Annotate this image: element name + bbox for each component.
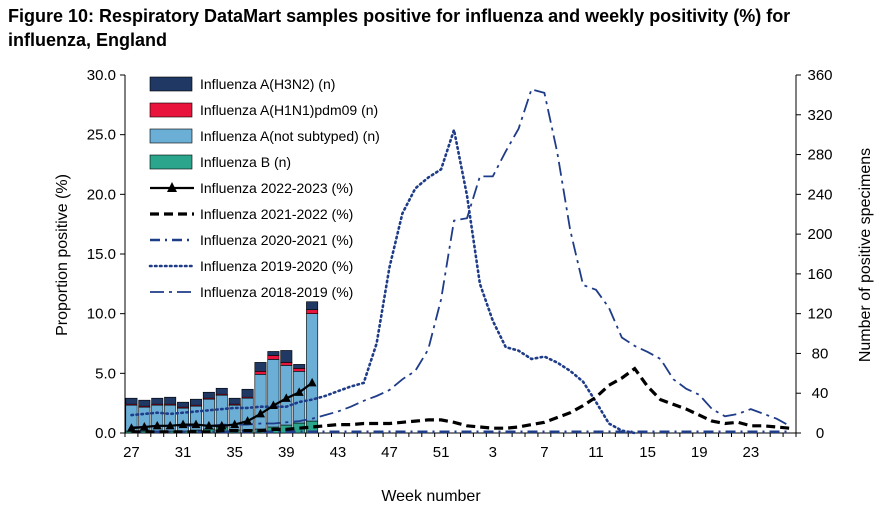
bar-segment [280, 362, 293, 366]
bar-segment [228, 397, 241, 405]
y-right-tick-label: 160 [807, 266, 832, 283]
series-marker [217, 420, 227, 430]
y-right-tick-label: 360 [807, 67, 832, 84]
legend-label: Influenza 2022-2023 (%) [200, 180, 353, 196]
bar-segment [306, 309, 319, 314]
y-right-tick-label: 40 [812, 385, 829, 402]
axes: 0.0 5.0 10.0 15.0 20.0 25.0 30.0 0 40 80 120 160 200… [87, 67, 833, 461]
bar-segment [267, 355, 280, 360]
legend-swatch [149, 76, 193, 92]
legend-swatch [149, 154, 193, 170]
legend-marker [167, 182, 177, 192]
y-left-tick-label: 30.0 [87, 67, 116, 84]
series-marker [255, 408, 265, 418]
series-line [131, 88, 790, 428]
bar-segment [189, 398, 202, 406]
series-marker [152, 420, 162, 430]
x-axis-label: Week number [381, 488, 481, 505]
bar-segment [254, 371, 267, 375]
bar-segment [151, 397, 164, 405]
y-left-tick-label: 25.0 [87, 127, 116, 144]
y-right-tick-label: 240 [807, 186, 832, 203]
legend-swatch [149, 102, 193, 118]
chart-title: Figure 10: Respiratory DataMart samples … [8, 6, 791, 50]
bar-segment [293, 368, 306, 372]
x-tick-label: 47 [381, 444, 398, 461]
y-axis-left-label: Proportion positive (%) [54, 174, 71, 336]
x-tick-label: 51 [433, 444, 450, 461]
y-left-tick-label: 15.0 [87, 246, 116, 263]
legend-label: Influenza A(H1N1)pdm09 (n) [200, 102, 378, 118]
legend-label: Influenza 2020-2021 (%) [200, 232, 353, 248]
x-tick-label: 11 [588, 444, 604, 461]
x-tick-label: 35 [226, 444, 243, 461]
bar-segment [293, 371, 306, 424]
x-tick-label: 15 [639, 444, 656, 461]
bar-segment [202, 391, 215, 399]
y-right-tick-label: 120 [807, 306, 832, 323]
series-marker [126, 423, 136, 432]
series-marker [230, 419, 240, 429]
x-tick-label: 23 [742, 444, 759, 461]
x-tick-label: 7 [540, 444, 548, 461]
y-right-tick-label: 0 [816, 425, 824, 442]
legend-label: Influenza A(H3N2) (n) [200, 76, 335, 92]
bar-segment [241, 388, 254, 398]
bar-segment [306, 301, 319, 310]
x-tick-label: 19 [691, 444, 708, 461]
bar-segment [215, 387, 228, 395]
x-tick-label: 27 [123, 444, 140, 461]
series-marker [294, 387, 304, 396]
series-marker [281, 393, 291, 402]
y-left-tick-label: 0.0 [95, 425, 116, 442]
legend-label: Influenza 2019-2020 (%) [200, 258, 353, 274]
bar-segment [293, 364, 306, 369]
bar-segment [306, 313, 319, 422]
y-right-tick-label: 200 [807, 226, 832, 243]
series-marker [165, 420, 175, 430]
x-tick-label: 31 [175, 444, 192, 461]
legend-label: Influenza A(not subtyped) (n) [200, 128, 380, 144]
lines-group [126, 88, 790, 435]
series-line [130, 124, 637, 435]
y-left-tick-label: 5.0 [95, 365, 116, 382]
legend-label: Influenza B (n) [200, 154, 291, 170]
bar-segment [138, 399, 151, 407]
bar-segment [254, 362, 267, 372]
series-marker [191, 419, 201, 429]
legend-label: Influenza 2021-2022 (%) [200, 206, 353, 222]
y-left-tick-label: 20.0 [87, 186, 116, 203]
y-axis-right-label: Number of positive specimens [857, 148, 874, 362]
y-right-tick-label: 280 [807, 147, 832, 164]
bar-segment [125, 397, 138, 405]
series-marker [139, 422, 149, 431]
y-right-tick-label: 320 [807, 107, 832, 124]
legend-swatch [149, 128, 193, 144]
bar-segment [267, 359, 280, 428]
bar-segment [254, 374, 267, 430]
y-right-tick-label: 80 [812, 345, 829, 362]
x-tick-label: 43 [330, 444, 347, 461]
series-line [131, 366, 790, 434]
bar-segment [280, 350, 293, 363]
x-tick-label: 3 [489, 444, 497, 461]
series-marker [204, 420, 214, 430]
series-marker [243, 416, 253, 425]
bars-group [125, 301, 319, 434]
bar-segment [267, 351, 280, 356]
series-marker [178, 419, 188, 429]
bar-segment [177, 401, 190, 408]
legend: Influenza A(H3N2) (n) Influenza A(H1N1)pd… [148, 76, 380, 300]
series-marker [268, 400, 278, 410]
series-marker [307, 377, 317, 387]
bar-segment [164, 396, 177, 405]
legend-label: Influenza 2018-2019 (%) [200, 284, 353, 300]
y-left-tick-label: 10.0 [87, 306, 116, 323]
x-tick-label: 39 [278, 444, 295, 461]
